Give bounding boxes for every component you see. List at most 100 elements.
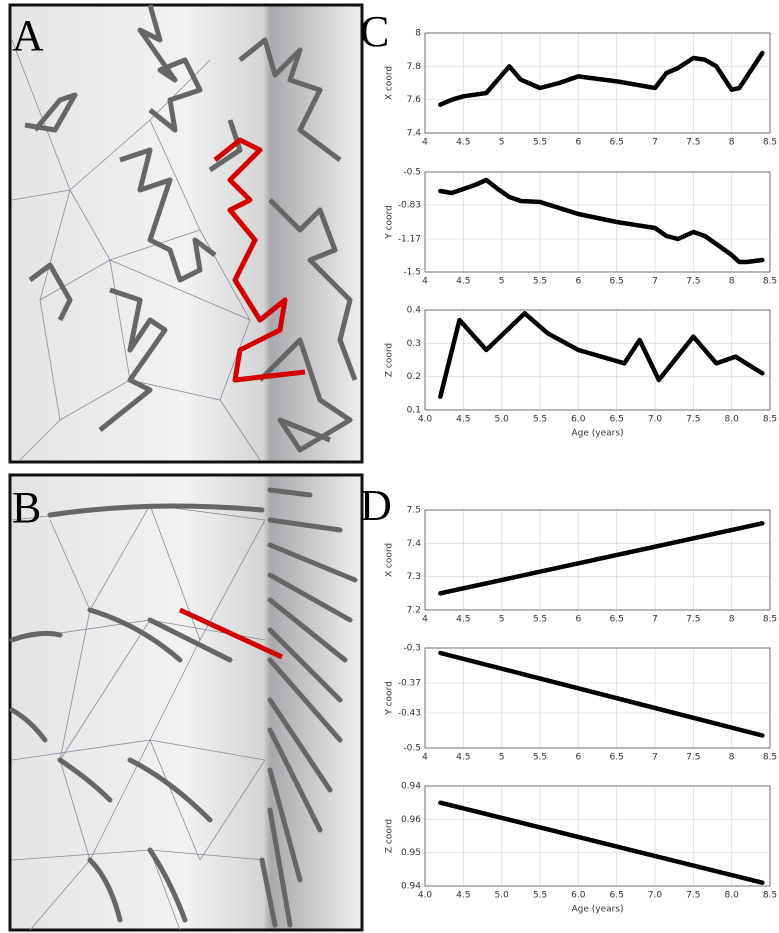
x-tick-label: 5.0: [495, 891, 510, 901]
x-tick-label: 4: [422, 753, 428, 763]
y-tick-label: 0.95: [401, 848, 421, 858]
x-tick-label: 5: [499, 138, 505, 148]
x-tick-label: 5.0: [495, 415, 510, 425]
y-axis-label: Y coord: [385, 205, 395, 240]
panel-label: C: [360, 7, 389, 56]
x-tick-label: 4: [422, 138, 428, 148]
x-tick-label: 5.5: [533, 138, 547, 148]
x-tick-label: 8.5: [763, 138, 777, 148]
x-tick-label: 8.5: [763, 753, 777, 763]
x-tick-label: 7.5: [686, 277, 700, 287]
x-tick-label: 7.0: [648, 891, 663, 901]
x-tick-label: 6.5: [610, 615, 624, 625]
x-tick-label: 7.0: [648, 415, 663, 425]
y-tick-label: 7.5: [407, 506, 421, 516]
x-tick-label: 6: [575, 753, 581, 763]
x-tick-label: 7.5: [686, 615, 700, 625]
x-tick-label: 4: [422, 615, 428, 625]
x-tick-label: 7.5: [686, 891, 700, 901]
y-tick-label: 7.2: [407, 606, 421, 616]
y-tick-label: -0.5: [403, 744, 421, 754]
x-tick-label: 4.5: [456, 891, 470, 901]
panel-label: D: [360, 481, 392, 530]
x-tick-label: 8.5: [763, 277, 777, 287]
panel-label: A: [12, 11, 44, 60]
y-tick-label: 8: [415, 29, 421, 39]
line: [438, 521, 765, 596]
y-tick-label: -0.83: [398, 201, 421, 211]
x-tick-label: 8.5: [763, 891, 777, 901]
x-tick-label: 4.5: [456, 753, 470, 763]
y-axis-label: X coord: [385, 543, 395, 577]
plot-frame: [424, 309, 771, 411]
y-axis-label: X coord: [385, 66, 395, 100]
y-tick-label: 0.4: [407, 306, 422, 316]
x-tick-label: 6: [575, 138, 581, 148]
y-tick-label: 7.4: [407, 129, 422, 139]
x-tick-label: 6.5: [610, 277, 624, 287]
x-tick-label: 8.5: [763, 415, 777, 425]
y-tick-label: -0.3: [403, 644, 421, 654]
plot-frame: [424, 509, 771, 611]
x-tick-label: 6.5: [610, 138, 624, 148]
x-tick-label: 7.5: [686, 138, 700, 148]
y-tick-label: 0.2: [407, 372, 421, 382]
y-tick-label: -1.5: [403, 268, 421, 278]
x-tick-label: 4.5: [456, 138, 470, 148]
x-tick-label: 5.5: [533, 277, 547, 287]
x-tick-label: 5.5: [533, 753, 547, 763]
x-tick-label: 6.5: [610, 753, 624, 763]
x-tick-label: 4.5: [456, 615, 470, 625]
x-axis-label: Age (years): [571, 905, 623, 915]
x-tick-label: 8: [729, 138, 735, 148]
x-tick-label: 8.0: [725, 415, 740, 425]
x-tick-label: 4.0: [418, 415, 433, 425]
x-tick-label: 4.5: [456, 415, 470, 425]
x-tick-label: 5: [499, 753, 505, 763]
y-tick-label: -0.43: [398, 709, 421, 719]
x-tick-label: 8: [729, 277, 735, 287]
x-tick-label: 7.5: [686, 415, 700, 425]
x-tick-label: 6.5: [610, 415, 624, 425]
x-tick-label: 8: [729, 753, 735, 763]
y-tick-label: 0.1: [407, 406, 421, 416]
y-tick-label: 7.4: [407, 539, 422, 549]
line: [438, 311, 765, 399]
y-tick-label: -1.17: [398, 235, 421, 245]
plot-frame: [424, 32, 771, 134]
x-tick-label: 6.0: [571, 415, 586, 425]
y-tick-label: 7.3: [407, 572, 421, 582]
x-tick-label: 8.0: [725, 891, 740, 901]
x-tick-label: 8: [729, 615, 735, 625]
x-tick-label: 6: [575, 615, 581, 625]
x-tick-label: 7: [652, 277, 658, 287]
line: [438, 177, 765, 265]
x-tick-label: 7: [652, 615, 658, 625]
x-tick-label: 5: [499, 277, 505, 287]
x-axis-label: Age (years): [571, 429, 623, 439]
x-tick-label: 4: [422, 277, 428, 287]
x-tick-label: 7: [652, 753, 658, 763]
y-tick-label: -0.5: [403, 168, 421, 178]
x-tick-label: 6.5: [610, 891, 624, 901]
x-tick-label: 5.5: [533, 615, 547, 625]
x-tick-label: 5.5: [533, 415, 547, 425]
x-tick-label: 8.5: [763, 615, 777, 625]
y-tick-label: 0.94: [401, 782, 421, 792]
line: [438, 650, 765, 738]
plot-frame: [424, 647, 771, 749]
plot-frame: [424, 785, 771, 887]
render-a: [8, 3, 364, 464]
x-tick-label: 7.5: [686, 753, 700, 763]
line: [438, 800, 765, 885]
y-axis-label: Z coord: [385, 343, 395, 377]
x-tick-label: 5: [499, 615, 505, 625]
x-tick-label: 6.0: [571, 891, 586, 901]
y-axis-label: Z coord: [385, 819, 395, 853]
panel-label: B: [12, 483, 41, 532]
y-tick-label: 0.96: [401, 815, 421, 825]
y-tick-label: 7.8: [407, 62, 422, 72]
plot-frame: [424, 171, 771, 273]
line: [438, 50, 765, 107]
y-tick-label: 0.94: [401, 882, 421, 892]
